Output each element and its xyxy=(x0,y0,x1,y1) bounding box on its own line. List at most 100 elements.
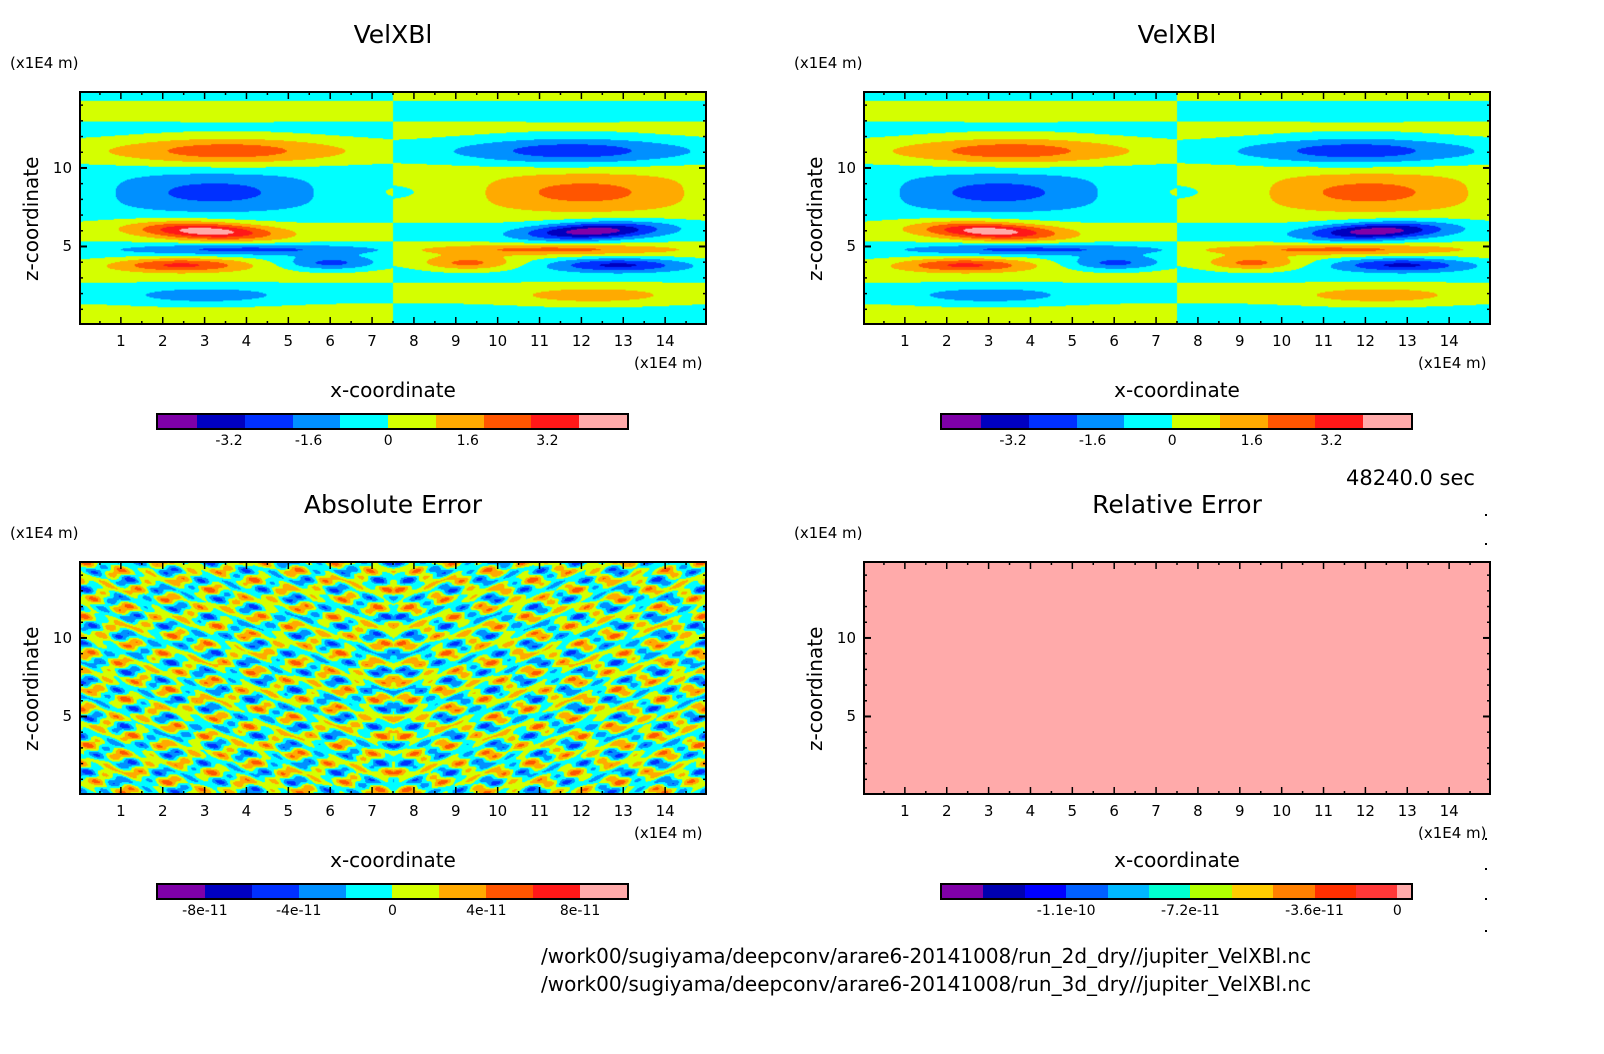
x-axis-unit: (x1E4 m) xyxy=(634,824,703,842)
colorbar xyxy=(156,413,629,430)
colorbar-swatch xyxy=(1148,885,1191,898)
x-tick-label: 8 xyxy=(1193,802,1203,820)
x-tick-label: 5 xyxy=(283,332,294,350)
colorbar xyxy=(156,883,629,900)
x-tick-label: 7 xyxy=(1151,802,1161,820)
file-path-2: /work00/sugiyama/deepconv/arare6-2014100… xyxy=(541,972,1312,996)
y-axis-unit: (x1E4 m) xyxy=(10,54,79,72)
colorbar-tick-label: -3.6e-11 xyxy=(1285,903,1344,919)
x-tick-label: 1 xyxy=(116,802,126,820)
x-tick-label: 13 xyxy=(1397,332,1417,350)
x-tick-label: 2 xyxy=(157,802,168,820)
colorbar-swatch xyxy=(942,885,984,898)
x-tick-label: 1 xyxy=(900,332,910,350)
y-axis-unit: (x1E4 m) xyxy=(10,524,79,542)
contour-fill xyxy=(81,563,705,793)
x-tick-label: 3 xyxy=(199,802,210,820)
colorbar-swatch xyxy=(1076,415,1125,428)
colorbar-swatch xyxy=(158,885,205,898)
x-tick-label: 3 xyxy=(983,802,994,820)
x-tick-label: 1 xyxy=(900,802,910,820)
colorbar-swatch xyxy=(1363,415,1411,428)
x-tick-label: 2 xyxy=(157,332,168,350)
chart-title: Absolute Error xyxy=(303,490,483,519)
colorbar-tick-label: -8e-11 xyxy=(182,903,228,919)
colorbar-swatch xyxy=(981,415,1029,428)
colorbar-tick-label: 1.6 xyxy=(456,433,479,449)
chart-title: VelXBl xyxy=(353,20,433,49)
colorbar-tick-label: 4e-11 xyxy=(466,903,507,919)
colorbar-swatch xyxy=(388,415,436,428)
colorbar-swatch xyxy=(942,415,982,428)
x-axis-unit: (x1E4 m) xyxy=(1418,824,1487,842)
y-tick-label: 10 xyxy=(836,628,856,647)
colorbar-tick-label: -7.2e-11 xyxy=(1160,903,1220,919)
x-tick-label: 6 xyxy=(325,802,335,820)
contour-fill xyxy=(865,93,1489,323)
time-label: 48240.0 sec xyxy=(1346,466,1475,490)
x-tick-label: 3 xyxy=(199,332,210,350)
x-axis-label: x-coordinate xyxy=(1114,378,1240,402)
x-tick-label: 3 xyxy=(983,332,994,350)
colorbar-tick-label: -4e-11 xyxy=(275,903,322,919)
x-tick-label: 9 xyxy=(1235,802,1245,820)
y-axis-unit: (x1E4 m) xyxy=(794,54,863,72)
x-tick-label: 2 xyxy=(941,802,952,820)
y-tick-label: 5 xyxy=(62,237,72,256)
colorbar-swatch xyxy=(1172,415,1220,428)
x-axis-unit: (x1E4 m) xyxy=(1418,354,1487,372)
colorbar-swatch xyxy=(1219,415,1268,428)
x-tick-label: 13 xyxy=(613,802,633,820)
x-tick-label: 4 xyxy=(1025,332,1036,350)
colorbar-swatch xyxy=(204,885,252,898)
x-tick-label: 6 xyxy=(1109,332,1119,350)
x-tick-label: 12 xyxy=(1355,802,1375,820)
x-axis-label: x-coordinate xyxy=(330,848,456,872)
y-tick-label: 5 xyxy=(846,707,856,726)
colorbar-tick-label: -1.6 xyxy=(294,433,323,449)
y-axis-label: z-coordinate xyxy=(19,156,43,281)
x-tick-label: 5 xyxy=(1067,802,1078,820)
file-path-1: /work00/sugiyama/deepconv/arare6-2014100… xyxy=(541,944,1312,968)
colorbar-swatch xyxy=(1267,415,1316,428)
colorbar-swatch xyxy=(251,885,299,898)
colorbar-swatch xyxy=(1231,885,1274,898)
axis-ticks xyxy=(863,561,1491,795)
colorbar-tick-label: 1.6 xyxy=(1240,433,1263,449)
colorbar-swatch xyxy=(486,885,534,898)
x-tick-label: 10 xyxy=(488,802,508,820)
x-tick-label: 2 xyxy=(941,332,952,350)
colorbar-swatch xyxy=(533,885,581,898)
x-tick-label: 9 xyxy=(1235,332,1245,350)
x-tick-label: 11 xyxy=(529,802,550,820)
y-axis-label: z-coordinate xyxy=(19,626,43,751)
x-tick-label: 10 xyxy=(1272,802,1292,820)
x-tick-label: 8 xyxy=(409,802,419,820)
axis-ticks xyxy=(79,91,707,325)
y-tick-label: 5 xyxy=(846,237,856,256)
x-tick-label: 6 xyxy=(1109,802,1119,820)
x-tick-label: 13 xyxy=(613,332,633,350)
y-tick-label: 10 xyxy=(52,628,72,647)
colorbar-swatch xyxy=(1314,885,1356,898)
x-tick-label: 8 xyxy=(1193,332,1203,350)
x-tick-label: 11 xyxy=(1313,802,1334,820)
x-tick-label: 7 xyxy=(367,332,377,350)
colorbar-swatch xyxy=(1397,885,1411,898)
x-tick-label: 9 xyxy=(451,332,461,350)
x-tick-label: 7 xyxy=(367,802,377,820)
x-tick-label: 6 xyxy=(325,332,335,350)
y-tick-label: 10 xyxy=(52,158,72,177)
contour-fill xyxy=(81,93,705,323)
colorbar-swatch xyxy=(1028,415,1077,428)
marker-dot xyxy=(1485,514,1487,516)
colorbar-tick-label: -1.1e-10 xyxy=(1036,903,1096,919)
colorbar-swatch xyxy=(298,885,346,898)
x-tick-label: 14 xyxy=(655,802,675,820)
contour-fill xyxy=(865,563,1489,793)
colorbar-swatch xyxy=(345,885,393,898)
colorbar xyxy=(940,883,1413,900)
colorbar-swatch xyxy=(531,415,580,428)
x-axis-unit: (x1E4 m) xyxy=(634,354,703,372)
x-tick-label: 7 xyxy=(1151,332,1161,350)
